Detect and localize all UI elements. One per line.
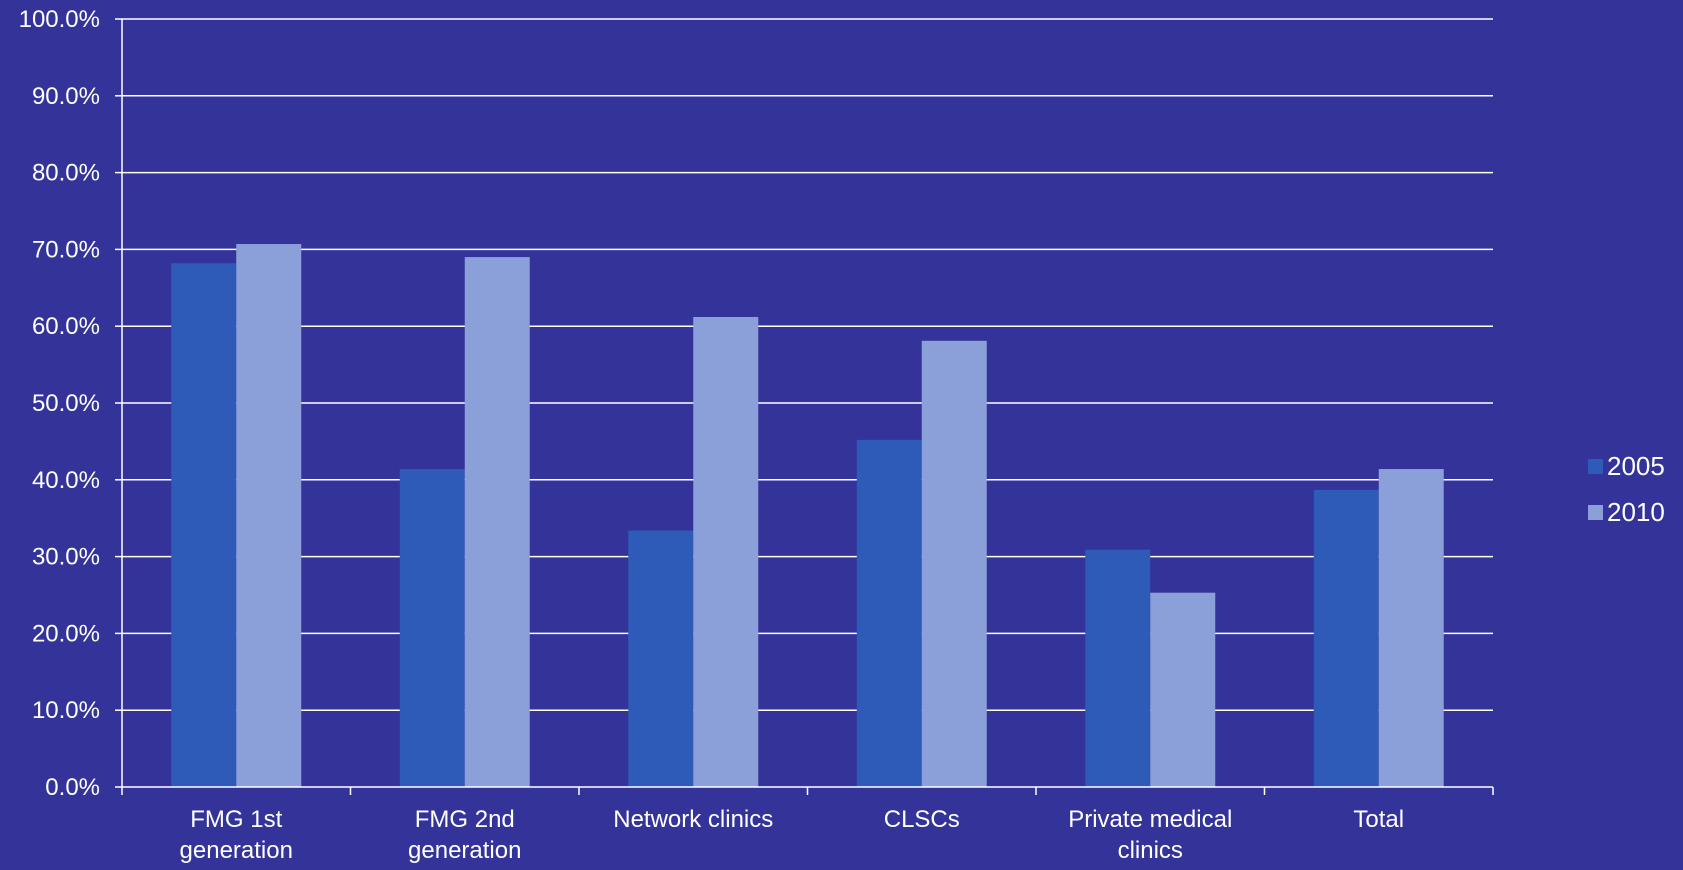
bar-2005 bbox=[399, 469, 465, 787]
y-tick-label: 50.0% bbox=[32, 390, 100, 417]
bar-2005 bbox=[856, 439, 922, 787]
bar-2010 bbox=[693, 316, 759, 787]
axes bbox=[115, 18, 1494, 795]
bar-2010 bbox=[1150, 592, 1216, 787]
bar-2005 bbox=[628, 530, 694, 787]
x-tick-labels: FMG 1st generation FMG 2nd generation Networ… bbox=[180, 806, 1405, 864]
legend-label: 2005 bbox=[1607, 451, 1665, 481]
x-tick-label: FMG 2nd generation bbox=[408, 806, 521, 864]
y-tick-label: 90.0% bbox=[32, 83, 100, 110]
y-tick-label: 30.0% bbox=[32, 544, 100, 571]
y-tick-labels: 0.0% 10.0% 20.0% 30.0% 40.0% 50.0% 60.0% 70.0% 8… bbox=[19, 6, 100, 801]
y-tick-label: 40.0% bbox=[32, 467, 100, 494]
x-tick-label: FMG 1st generation bbox=[180, 806, 293, 864]
y-tick-label: 60.0% bbox=[32, 313, 100, 340]
y-tick-label: 20.0% bbox=[32, 620, 100, 647]
bar-2005 bbox=[1313, 489, 1379, 787]
x-tick-label: Private medical clinics bbox=[1068, 806, 1232, 864]
legend-label: 2010 bbox=[1607, 497, 1665, 527]
bar-2005 bbox=[1085, 549, 1151, 787]
x-tick-label: CLSCs bbox=[884, 806, 960, 833]
y-tick-label: 10.0% bbox=[32, 697, 100, 724]
legend: 2005 2010 bbox=[1588, 451, 1665, 527]
gridlines bbox=[122, 18, 1493, 711]
bar-2005 bbox=[171, 263, 237, 787]
bars bbox=[171, 244, 1444, 788]
y-tick-label: 80.0% bbox=[32, 160, 100, 187]
legend-swatch bbox=[1588, 505, 1603, 520]
bar-2010 bbox=[236, 244, 302, 788]
legend-swatch bbox=[1588, 459, 1603, 474]
bar-2010 bbox=[921, 340, 987, 787]
y-tick-label: 70.0% bbox=[32, 236, 100, 263]
x-tick-label: Total bbox=[1353, 806, 1404, 833]
y-tick-label: 100.0% bbox=[19, 6, 100, 33]
y-tick-label: 0.0% bbox=[45, 774, 100, 801]
bar-2010 bbox=[1378, 469, 1444, 787]
bar-2010 bbox=[464, 257, 530, 788]
x-tick-label: Network clinics bbox=[613, 806, 773, 833]
